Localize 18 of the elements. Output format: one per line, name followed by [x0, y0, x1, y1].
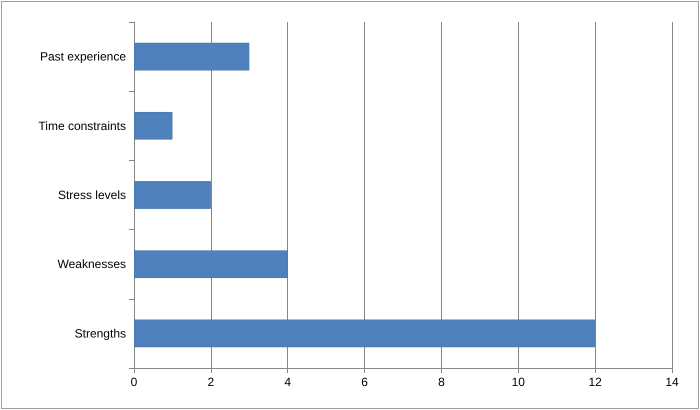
x-tick-label: 14: [665, 375, 679, 389]
y-tick-label: Time constraints: [38, 118, 126, 133]
bar: [134, 181, 211, 209]
bar: [134, 320, 596, 348]
x-tick-label: 4: [284, 375, 292, 389]
bar: [134, 112, 172, 140]
x-tick-label: 8: [438, 375, 446, 389]
y-tick-label: Stress levels: [58, 188, 126, 202]
bar: [134, 250, 288, 278]
bar: [134, 42, 250, 70]
y-tick-label: Weaknesses: [58, 257, 126, 272]
x-tick-label: 0: [130, 375, 138, 389]
x-tick-label: 10: [512, 375, 526, 389]
x-tick-label: 2: [208, 375, 215, 389]
x-tick-label: 12: [588, 375, 602, 389]
x-tick-label: 6: [361, 375, 368, 389]
y-tick-label: Past experience: [40, 50, 126, 64]
y-tick-label: Strengths: [74, 326, 126, 340]
